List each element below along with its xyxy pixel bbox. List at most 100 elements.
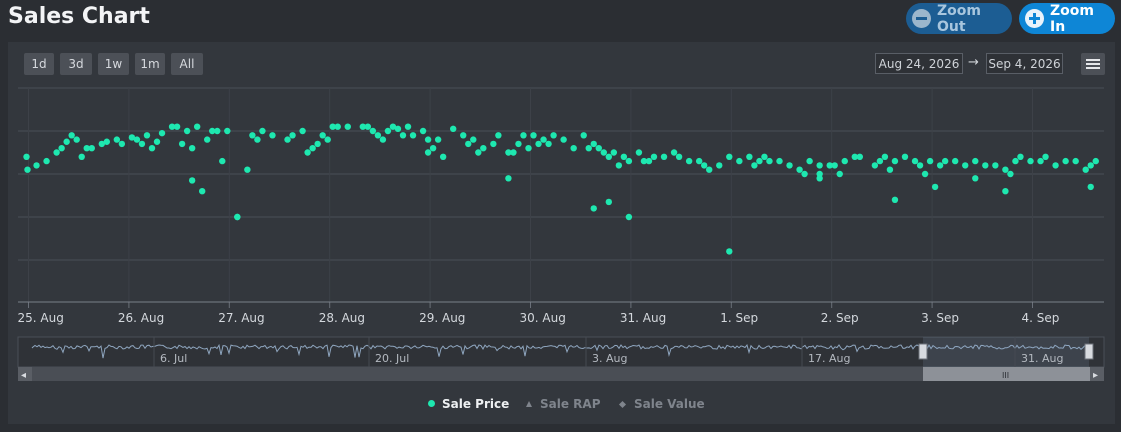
data-point-sale-price[interactable] (173, 123, 181, 130)
data-point-sale-price[interactable] (982, 162, 989, 169)
data-point-sale-price[interactable] (550, 132, 557, 139)
data-point-sale-price[interactable] (334, 123, 341, 130)
data-point-sale-price[interactable] (545, 140, 552, 148)
data-point-sale-price[interactable] (962, 162, 969, 169)
data-point-sale-price[interactable] (324, 136, 331, 143)
data-point-sale-price[interactable] (219, 157, 226, 165)
data-point-sale-price[interactable] (424, 149, 432, 156)
data-point-sale-price[interactable] (329, 123, 336, 130)
data-point-sale-price[interactable] (344, 123, 351, 130)
data-point-sale-price[interactable] (836, 170, 843, 178)
data-point-sale-price[interactable] (881, 153, 889, 160)
data-point-sale-price[interactable] (449, 125, 457, 133)
data-point-sale-price[interactable] (595, 145, 602, 152)
data-point-sale-price[interactable] (1087, 162, 1094, 169)
data-point-sale-price[interactable] (480, 145, 487, 152)
data-point-sale-price[interactable] (178, 140, 186, 148)
data-point-sale-price[interactable] (530, 132, 537, 139)
data-point-sale-price[interactable] (921, 170, 929, 178)
data-point-sale-price[interactable] (831, 162, 838, 169)
data-point-sale-price[interactable] (590, 205, 597, 212)
data-point-sale-price[interactable] (841, 157, 848, 165)
data-point-sale-price[interactable] (1087, 183, 1094, 191)
data-point-sale-price[interactable] (1017, 153, 1024, 160)
navigator-selected-range[interactable] (923, 337, 1089, 367)
range-button-all[interactable]: All (171, 53, 203, 75)
data-point-sale-price[interactable] (972, 157, 979, 165)
data-point-sale-price[interactable] (761, 153, 768, 160)
data-point-sale-price[interactable] (24, 166, 31, 173)
data-point-sale-price[interactable] (610, 149, 618, 156)
data-point-sale-price[interactable] (98, 140, 105, 148)
data-point-sale-price[interactable] (726, 153, 733, 160)
data-point-sale-price[interactable] (851, 153, 858, 160)
data-point-sale-price[interactable] (103, 138, 111, 145)
data-point-sale-price[interactable] (399, 132, 407, 139)
data-point-sale-price[interactable] (675, 153, 683, 160)
data-point-sale-price[interactable] (1062, 157, 1069, 165)
data-point-sale-price[interactable] (992, 162, 999, 169)
data-point-sale-price[interactable] (660, 153, 668, 160)
data-point-sale-price[interactable] (58, 145, 65, 152)
data-point-sale-price[interactable] (244, 166, 251, 173)
data-point-sale-price[interactable] (826, 162, 833, 169)
data-point-sale-price[interactable] (515, 140, 522, 148)
data-point-sale-price[interactable] (269, 132, 276, 139)
data-point-sale-price[interactable] (640, 157, 648, 165)
data-point-sale-price[interactable] (143, 132, 151, 139)
data-point-sale-price[interactable] (891, 157, 899, 165)
data-point-sale-price[interactable] (214, 127, 221, 135)
data-point-sale-price[interactable] (128, 134, 136, 141)
data-point-sale-price[interactable] (319, 132, 326, 139)
data-point-sale-price[interactable] (650, 153, 658, 160)
data-point-sale-price[interactable] (404, 123, 412, 130)
data-point-sale-price[interactable] (776, 157, 783, 165)
zoom-in-button[interactable]: Zoom In (1019, 3, 1115, 35)
data-point-sale-price[interactable] (73, 136, 80, 143)
data-point-sale-price[interactable] (766, 157, 773, 165)
data-point-sale-price[interactable] (1002, 188, 1009, 195)
data-point-sale-price[interactable] (1052, 162, 1059, 169)
data-point-sale-price[interactable] (254, 136, 261, 143)
data-point-sale-price[interactable] (620, 153, 628, 160)
data-point-sale-price[interactable] (796, 166, 803, 173)
legend-item-sale-rap[interactable]: Sale RAP (526, 397, 601, 411)
data-point-sale-price[interactable] (580, 132, 587, 139)
data-point-sale-price[interactable] (931, 183, 939, 191)
date-from-input[interactable]: Aug 24, 2026 (875, 53, 963, 74)
data-point-sale-price[interactable] (234, 213, 241, 221)
legend-item-sale-value[interactable]: Sale Value (618, 397, 705, 411)
data-point-sale-price[interactable] (585, 145, 592, 152)
data-point-sale-price[interactable] (153, 138, 161, 145)
data-point-sale-price[interactable] (389, 123, 397, 130)
data-point-sale-price[interactable] (224, 127, 231, 135)
data-point-sale-price[interactable] (876, 157, 884, 165)
data-point-sale-price[interactable] (379, 136, 387, 143)
data-point-sale-price[interactable] (706, 166, 713, 173)
range-button-1d[interactable]: 1d (24, 53, 54, 75)
legend-item-sale-price[interactable]: Sale Price (428, 397, 509, 411)
data-point-sale-price[interactable] (600, 149, 607, 156)
data-point-sale-price[interactable] (856, 153, 864, 160)
data-point-sale-price[interactable] (1012, 157, 1019, 165)
data-point-sale-price[interactable] (635, 149, 643, 156)
data-point-sale-price[interactable] (751, 162, 758, 169)
data-point-sale-price[interactable] (289, 132, 296, 139)
data-point-sale-price[interactable] (188, 145, 196, 152)
data-point-sale-price[interactable] (1092, 157, 1099, 165)
data-point-sale-price[interactable] (625, 213, 633, 221)
zoom-out-button[interactable]: Zoom Out (906, 3, 1012, 35)
data-point-sale-price[interactable] (434, 136, 442, 143)
data-point-sale-price[interactable] (188, 177, 196, 184)
data-point-sale-price[interactable] (304, 149, 311, 156)
data-point-sale-price[interactable] (625, 157, 633, 165)
data-point-sale-price[interactable] (249, 132, 256, 139)
data-point-sale-price[interactable] (716, 162, 723, 169)
data-point-sale-price[interactable] (394, 125, 402, 133)
data-point-sale-price[interactable] (23, 153, 30, 160)
data-point-sale-price[interactable] (364, 123, 372, 130)
data-point-sale-price[interactable] (590, 140, 597, 148)
data-point-sale-price[interactable] (419, 127, 427, 135)
data-point-sale-price[interactable] (53, 149, 60, 156)
data-point-sale-price[interactable] (470, 136, 477, 143)
